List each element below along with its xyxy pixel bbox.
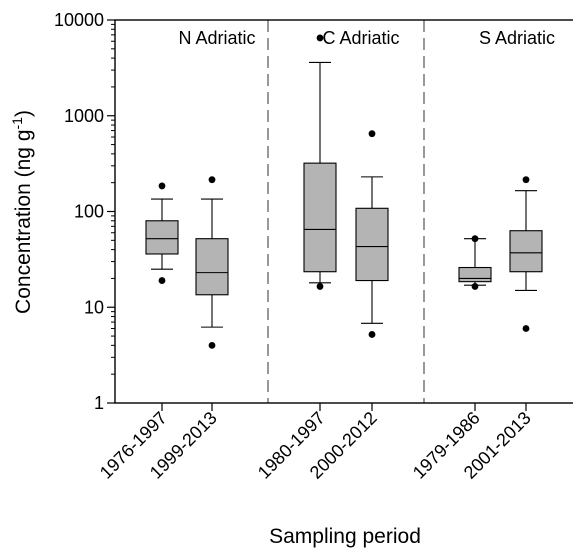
outlier-point [158, 182, 166, 190]
y-tick-label: 10 [84, 297, 104, 317]
box-iqr [509, 230, 543, 273]
outlier-point [316, 283, 324, 290]
outlier-point [522, 325, 530, 332]
outlier-point [522, 176, 530, 184]
box-2000-2012 [355, 130, 389, 338]
region-label-1: N Adriatic [178, 28, 255, 48]
y-axis-title-main: Concentration (ng g [12, 130, 35, 314]
box-series [145, 34, 543, 349]
outlier-point [316, 34, 324, 42]
outlier-point [471, 235, 479, 243]
box-iqr [303, 162, 337, 273]
box-1976-1997 [145, 182, 179, 284]
region-label-3: S Adriatic [479, 28, 555, 48]
box-iqr [145, 220, 179, 255]
box-iqr [355, 207, 389, 282]
region-label-2: C Adriatic [322, 28, 399, 48]
y-tick-label: 1000 [64, 106, 104, 126]
x-axis-title: Sampling period [269, 525, 421, 548]
y-tick-label: 10000 [54, 10, 104, 30]
outlier-point [208, 341, 216, 349]
region-labels: N Adriatic C Adriatic S Adriatic [178, 28, 555, 48]
box-iqr [458, 266, 492, 283]
box-1979-1986 [458, 235, 492, 290]
plot-frame [114, 19, 573, 404]
y-axis-title-close: ) [12, 110, 35, 117]
region-dividers [267, 20, 425, 403]
y-axis-title-superscript: -1 [9, 117, 25, 130]
outlier-point [208, 176, 216, 184]
y-axis-title: Concentration (ng g-1) [9, 110, 35, 314]
y-tick-label: 100 [74, 202, 104, 222]
outlier-point [368, 130, 376, 138]
box-1999-2013 [195, 176, 229, 349]
outlier-point [368, 331, 376, 338]
y-axis: 1 10 100 1000 10000 [54, 10, 115, 413]
box-1980-1997 [303, 34, 337, 290]
outlier-point [471, 283, 479, 290]
y-tick-label: 1 [94, 393, 104, 413]
outlier-point [158, 277, 166, 284]
box-iqr [195, 238, 229, 296]
box-2001-2013 [509, 176, 543, 332]
